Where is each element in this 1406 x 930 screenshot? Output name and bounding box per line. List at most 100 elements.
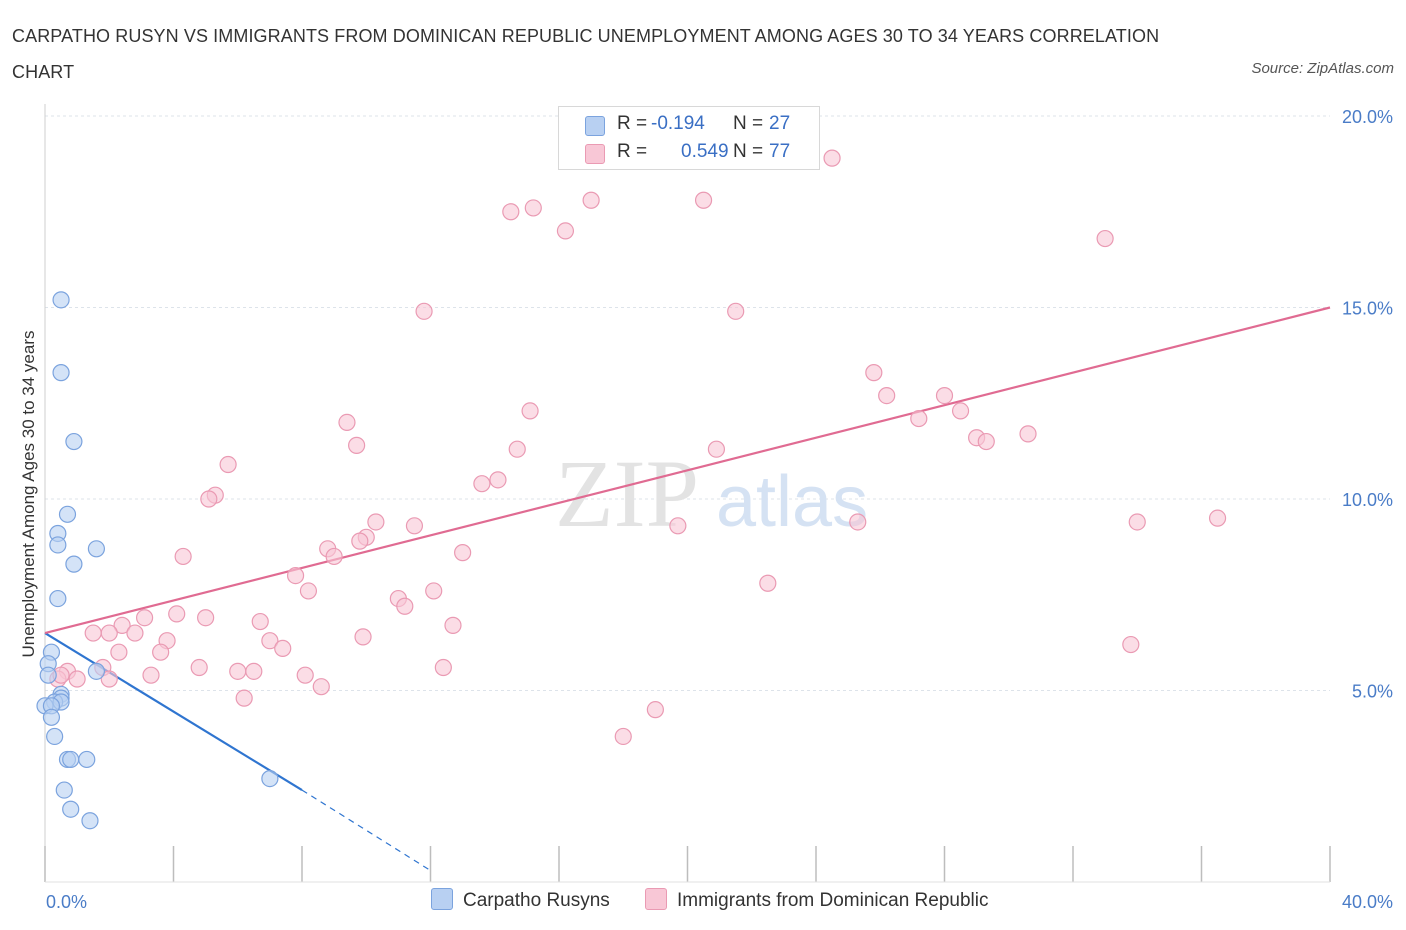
carpatho-rusyn-point [52,291,70,309]
correlation-legend: R = -0.194 N = 27 R = 0.549 N = 77 [558,106,820,170]
dominican-point [556,222,575,240]
dominican-point [229,662,247,680]
carpatho-rusyn-point [49,536,67,554]
dominican-point [1122,635,1140,654]
carpatho-rusyn-point [65,555,83,573]
dominican-point [508,440,526,458]
dominican-point [524,199,542,217]
trend-lines [44,306,1331,872]
dominican-point [354,628,372,646]
dominican-point [113,616,131,634]
y-tick-label: 20.0% [1342,107,1393,127]
dominican-point [582,191,600,209]
legend-n-label: N = [733,113,764,134]
dominican-point [367,513,385,531]
watermark: ZIP atlas [555,440,868,547]
dominican-point [312,678,330,696]
legend-swatch-pink [645,888,667,910]
source-label: Source: ZipAtlas.com [1251,60,1394,77]
legend-carpatho-rusyns[interactable]: Carpatho Rusyns [431,888,610,914]
dominican-point [444,616,462,634]
dominican-point [489,471,507,489]
dominican-point [348,436,366,454]
dominican-point [84,624,102,642]
carpatho-rusyn-point [81,812,99,830]
dominican-point [126,624,144,642]
legend-n-value: 77 [769,141,791,162]
dominican-point [135,609,154,627]
dominican-point [878,386,896,405]
legend-label: Immigrants from Dominican Republic [677,890,989,911]
carpatho-rusyn-point [62,750,80,769]
dominican-point [935,386,954,405]
carpatho-rusyn-point [58,505,77,523]
legend-r-value: 0.549 [681,141,729,162]
carpatho-rusyn-point [78,750,96,769]
grid-lines [45,115,1330,691]
dominican-point [646,701,664,719]
legend-n-value: 27 [769,113,791,134]
dominican-point [865,364,883,382]
dominican-point [190,658,208,677]
dominican-point [694,191,713,209]
dominican-point [219,455,237,474]
dominican-point [142,666,160,684]
dominican-point [1128,513,1146,531]
dominican-point [614,727,632,746]
dominican-point [286,566,305,585]
dominican-point [415,302,433,320]
legend-r-label: R = [617,113,648,134]
dominican-point [454,544,472,562]
legend-dominican-republic[interactable]: Immigrants from Dominican Republic [645,888,989,914]
dominican-point [110,643,128,661]
dominican-point [473,475,491,493]
dominican-point [245,662,263,680]
dominican-point [296,666,314,684]
dominican-point [152,643,170,661]
dominican-point [299,582,318,600]
carpatho-rusyn-point [87,662,106,680]
legend-swatch-blue [431,888,453,910]
dominican-point [823,149,841,167]
dominican-point [759,574,777,592]
dominican-point [325,547,343,566]
carpatho-rusyn-point [42,708,61,726]
dominican-point [200,490,218,508]
data-points [36,149,1227,830]
legend-n-label: N = [733,141,764,162]
carpatho-rusyn-point [39,666,57,684]
carpatho-rusyn-point [261,769,279,788]
dominican-point [100,624,118,642]
x-tick-label: 40.0% [1342,892,1393,912]
dominican-point [434,658,452,677]
dominican-point [197,609,215,627]
dominican-point [910,409,928,428]
carpatho-rusyn-trend-extension [301,789,431,872]
dominican-point [425,582,443,600]
legend-r-label: R = [617,141,648,162]
dominican-point [849,513,867,531]
legend-swatch-pink [585,144,605,164]
carpatho-rusyn-trend-line [44,632,303,792]
dominican-point [168,605,186,623]
carpatho-rusyn-point [65,432,83,451]
tick-labels: 5.0% 10.0% 15.0% 20.0% 0.0% 40.0% [46,107,1393,912]
legend-label: Carpatho Rusyns [463,890,610,911]
dominican-point [707,440,726,458]
dominican-point [338,413,356,431]
y-tick-label: 5.0% [1352,682,1393,702]
carpatho-rusyn-point [49,589,67,608]
dominican-point [351,532,369,550]
dominican-point [274,639,292,657]
dominican-point [521,402,539,420]
dominican-point [235,689,253,707]
watermark-atlas: atlas [716,462,868,542]
y-tick-label: 15.0% [1342,299,1393,319]
dominican-point [174,547,192,566]
chart-title: CARPATHO RUSYN VS IMMIGRANTS FROM DOMINI… [12,26,1160,82]
dominican-point [396,597,414,615]
dominican-point [1096,229,1114,248]
dominican-point [669,517,687,535]
legend-r-value: -0.194 [651,113,705,134]
